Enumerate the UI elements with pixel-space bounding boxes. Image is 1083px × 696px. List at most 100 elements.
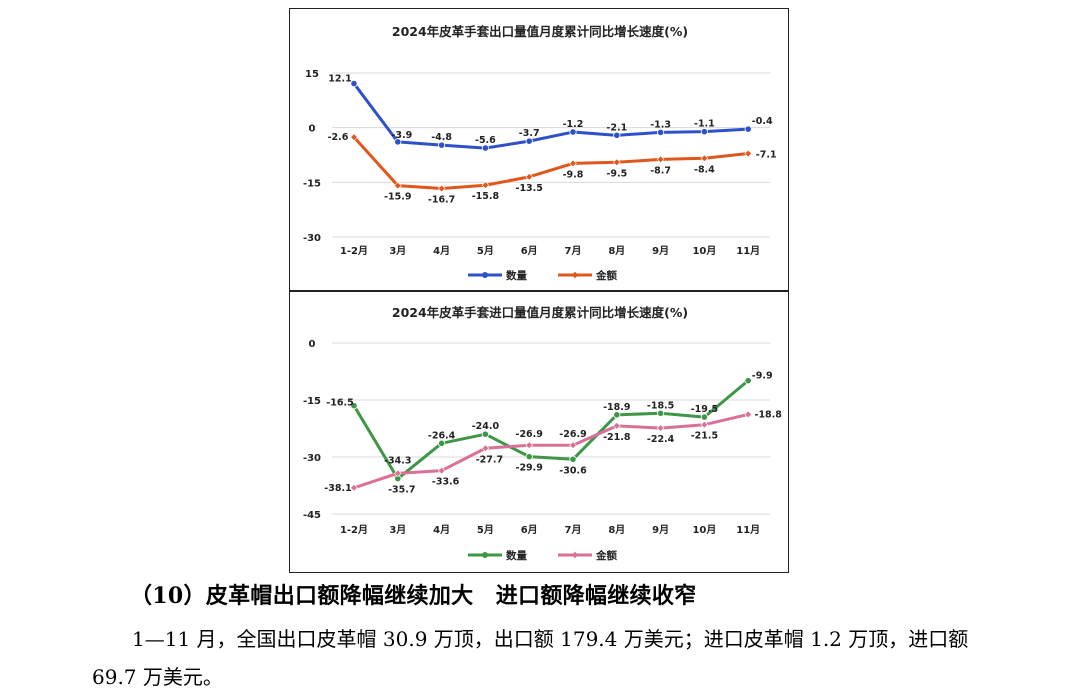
x-tick-label: 1-2月 (340, 245, 368, 257)
data-label: -34.3 (384, 455, 411, 466)
legend-marker (482, 272, 488, 278)
data-point (569, 455, 577, 463)
data-label: -2.1 (606, 122, 627, 133)
section-heading: （10）皮革帽出口额降幅继续加大 进口额降幅继续收窄 (130, 583, 697, 609)
data-label: -26.9 (559, 429, 586, 440)
data-point (744, 410, 753, 419)
data-label: -18.8 (755, 409, 783, 420)
data-label: -16.7 (428, 195, 455, 206)
body-paragraph-text: 1—11 月，全国出口皮革帽 30.9 万顶，出口额 179.4 万美元；进口皮… (92, 627, 969, 689)
data-label: -3.7 (519, 128, 540, 139)
data-label: -15.9 (384, 192, 411, 203)
data-label: -22.4 (647, 434, 675, 445)
legend-marker (571, 551, 579, 559)
data-point (744, 377, 752, 385)
y-tick-label: -15 (303, 178, 321, 189)
legend-label: 金额 (595, 269, 617, 282)
data-point (525, 137, 533, 145)
series-line-amount (352, 135, 750, 191)
data-label: -1.2 (563, 119, 584, 130)
data-label: -1.1 (694, 119, 715, 130)
import-chart-svg: 2024年皮革手套进口量值月度累计同比增长速度(%) 0 -15 -30 -45 1-2月… (303, 305, 783, 562)
data-point (350, 133, 358, 141)
data-point (613, 411, 621, 419)
data-label: -21.8 (603, 432, 631, 443)
x-tick-label: 10月 (692, 524, 716, 536)
data-point (656, 155, 665, 164)
data-point (481, 444, 490, 453)
data-point (569, 159, 577, 168)
data-label: -5.6 (475, 135, 496, 146)
data-point (612, 158, 621, 167)
y-tick-label: 0 (309, 339, 316, 350)
x-tick-label: 7月 (565, 245, 582, 257)
data-point (481, 181, 490, 190)
data-point (613, 131, 621, 139)
data-label: -27.7 (476, 454, 503, 465)
data-point (612, 422, 621, 430)
x-tick-label: 1-2月 (340, 524, 368, 536)
x-tick-label: 9月 (652, 245, 669, 257)
data-point (700, 420, 709, 429)
legend-label: 数量 (505, 549, 527, 562)
data-label: -29.9 (516, 463, 543, 474)
data-point (437, 184, 446, 193)
data-point (744, 149, 753, 158)
data-label: -15.8 (472, 191, 500, 202)
data-point (350, 402, 358, 410)
x-tick-label: 5月 (477, 524, 494, 536)
data-point (700, 413, 708, 421)
data-label: -9.9 (752, 371, 773, 382)
x-tick-label: 4月 (433, 245, 450, 257)
export-chart: 2024年皮革手套出口量值月度累计同比增长速度(%) 15 0 -15 -30 1-2月 3… (289, 8, 789, 291)
x-tick-label: 7月 (565, 524, 582, 536)
x-tick-label: 10月 (692, 245, 716, 257)
legend-marker (571, 271, 579, 279)
data-point (700, 128, 708, 136)
data-point (394, 138, 402, 146)
x-tick-label: 3月 (389, 524, 406, 536)
x-tick-label: 6月 (521, 245, 538, 257)
x-tick-label: 6月 (521, 524, 538, 536)
data-point (437, 466, 446, 475)
x-tick-label: 5月 (477, 245, 494, 257)
x-tick-label: 11月 (736, 524, 760, 536)
data-point (525, 173, 534, 181)
x-tick-label: 4月 (433, 524, 450, 536)
legend-label: 金额 (595, 549, 617, 562)
data-point (481, 430, 489, 438)
data-label: -26.4 (428, 430, 456, 441)
legend-marker (482, 552, 488, 558)
data-label: -2.6 (328, 132, 349, 143)
data-point (525, 453, 533, 461)
data-label: -18.9 (603, 402, 630, 413)
data-point (656, 128, 665, 137)
data-point (350, 79, 358, 88)
data-point (656, 409, 665, 417)
data-point (481, 144, 489, 152)
data-label: -16.5 (326, 398, 353, 409)
data-label: -7.1 (756, 150, 777, 161)
y-tick-label: -30 (303, 453, 321, 464)
data-point (525, 441, 534, 450)
data-label: -4.8 (431, 132, 452, 143)
x-tick-label: 9月 (652, 524, 669, 536)
data-point (569, 441, 577, 450)
legend-label: 数量 (505, 269, 527, 282)
x-tick-label: 11月 (736, 245, 760, 257)
series-line-amount (352, 412, 750, 490)
data-point (656, 424, 665, 432)
data-point (569, 128, 577, 136)
chart-title: 2024年皮革手套出口量值月度累计同比增长速度(%) (392, 24, 688, 39)
data-point (700, 154, 709, 163)
data-label: -21.5 (691, 431, 718, 442)
data-label: -33.6 (432, 477, 460, 488)
import-chart: 2024年皮革手套进口量值月度累计同比增长速度(%) 0 -15 -30 -45 1-2月… (289, 291, 789, 573)
y-tick-label: 15 (305, 69, 319, 80)
data-label: -13.5 (516, 183, 543, 194)
data-point (438, 439, 446, 447)
data-label: -0.4 (752, 116, 773, 127)
data-label: -3.9 (391, 130, 412, 141)
data-label: -19.5 (691, 404, 718, 415)
data-label: -26.9 (516, 429, 543, 440)
